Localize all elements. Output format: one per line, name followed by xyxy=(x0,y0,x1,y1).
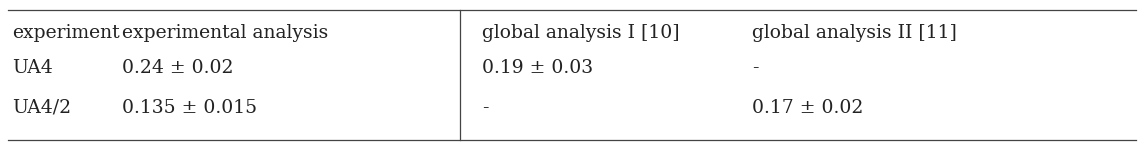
Text: UA4/2: UA4/2 xyxy=(11,99,71,117)
Text: global analysis I [10]: global analysis I [10] xyxy=(482,24,680,42)
Text: UA4: UA4 xyxy=(11,59,53,77)
Text: 0.17 ± 0.02: 0.17 ± 0.02 xyxy=(752,99,864,117)
Text: -: - xyxy=(752,59,758,77)
Text: 0.19 ± 0.03: 0.19 ± 0.03 xyxy=(482,59,593,77)
Text: 0.135 ± 0.015: 0.135 ± 0.015 xyxy=(122,99,257,117)
Text: -: - xyxy=(482,99,488,117)
Text: experiment: experiment xyxy=(11,24,120,42)
Text: 0.24 ± 0.02: 0.24 ± 0.02 xyxy=(122,59,233,77)
Text: experimental analysis: experimental analysis xyxy=(122,24,328,42)
Text: global analysis II [11]: global analysis II [11] xyxy=(752,24,956,42)
